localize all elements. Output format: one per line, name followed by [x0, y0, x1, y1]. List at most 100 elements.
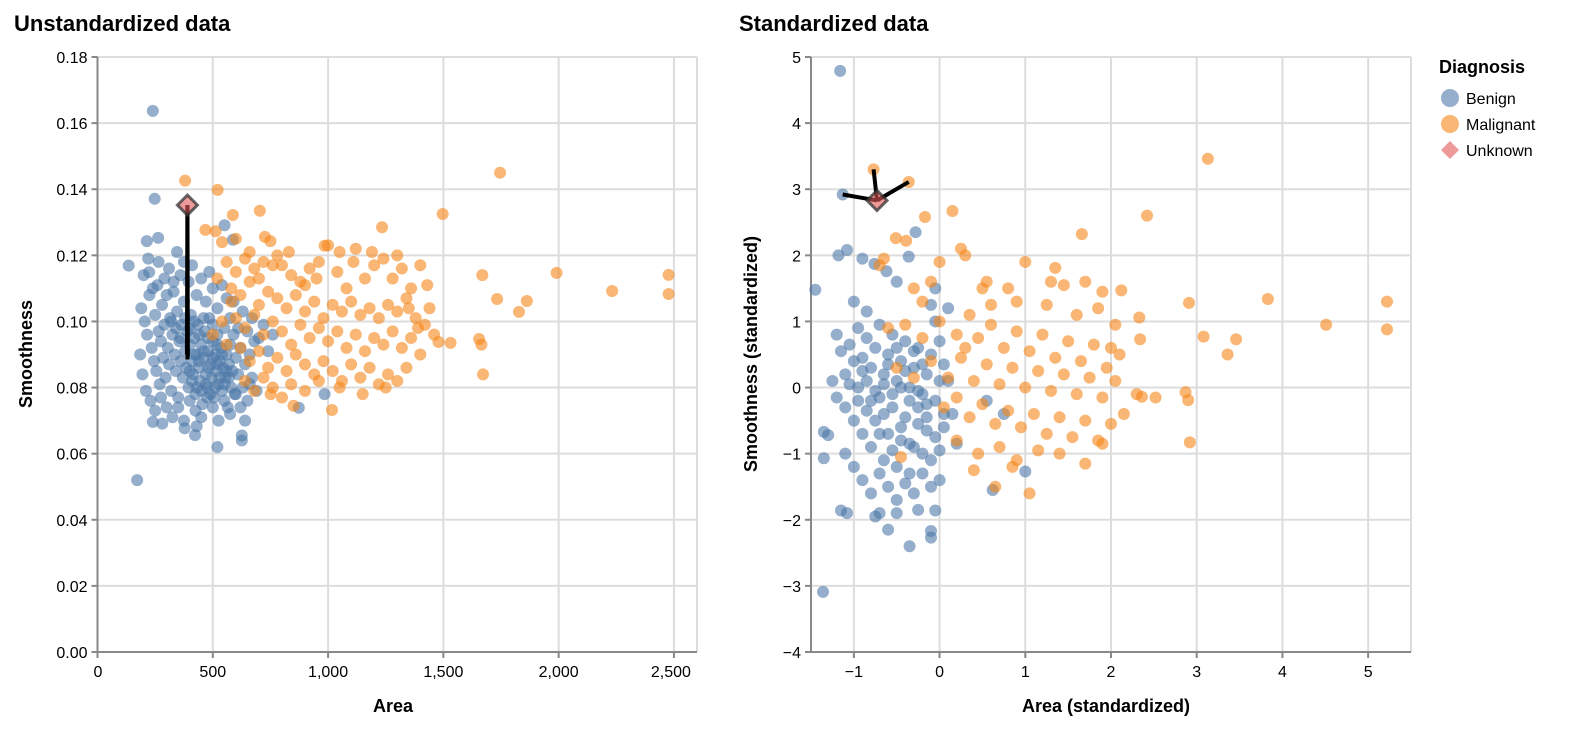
data-point-malignant [414, 259, 427, 272]
data-point-malignant [412, 322, 425, 335]
data-point-benign [147, 355, 160, 368]
legend-item-unknown[interactable]: Unknown [1441, 141, 1533, 160]
x-tick-label: 2,000 [539, 664, 579, 681]
data-point-benign [877, 454, 890, 467]
data-point-malignant [1040, 298, 1053, 311]
data-point-malignant [299, 305, 312, 318]
data-point-malignant [317, 355, 330, 368]
data-point-benign [903, 437, 916, 450]
data-point-malignant [363, 302, 376, 315]
data-point-benign [174, 331, 187, 344]
data-point-benign [830, 328, 843, 341]
data-point-benign [134, 348, 147, 361]
data-point-malignant [1261, 292, 1274, 305]
data-point-malignant [919, 210, 931, 223]
data-point-benign [852, 394, 865, 407]
data-point-benign [890, 275, 903, 288]
data-point-malignant [1079, 275, 1092, 288]
legend-item-benign[interactable]: Benign [1441, 89, 1516, 108]
data-point-malignant [877, 252, 890, 265]
data-point-malignant [285, 378, 298, 391]
data-point-benign [1019, 465, 1032, 478]
x-tick-label: 500 [199, 664, 226, 681]
data-point-benign [169, 322, 182, 335]
data-point-malignant [248, 262, 261, 275]
data-point-malignant [347, 255, 360, 268]
data-point-benign [890, 460, 903, 473]
data-point-malignant [950, 391, 963, 404]
data-point-malignant [199, 223, 212, 236]
data-point-benign [149, 308, 162, 321]
data-point-malignant [972, 331, 985, 344]
data-point-benign [229, 388, 242, 401]
data-point-malignant [382, 368, 395, 381]
data-point-benign [890, 493, 903, 506]
data-point-malignant [377, 338, 390, 351]
legend-item-malignant[interactable]: Malignant [1441, 115, 1536, 134]
data-point-benign [899, 477, 912, 490]
data-point-benign [946, 408, 959, 420]
data-point-malignant [333, 246, 346, 259]
data-point-benign [146, 282, 159, 295]
data-point-malignant [358, 272, 371, 285]
data-point-malignant [257, 371, 270, 384]
data-point-malignant [1105, 341, 1117, 354]
y-axis-title: Smoothness [16, 300, 36, 408]
data-point-malignant [345, 358, 358, 371]
data-point-benign [817, 585, 829, 598]
data-point-malignant [271, 351, 284, 364]
y-tick-label: 0.00 [56, 645, 87, 662]
data-point-benign [865, 487, 877, 500]
data-point-malignant [400, 292, 413, 305]
data-point-benign [222, 371, 235, 384]
data-point-malignant [967, 374, 980, 387]
data-point-malignant [266, 259, 279, 272]
data-point-malignant [1092, 302, 1105, 315]
data-point-malignant [1221, 348, 1234, 361]
data-point-malignant [925, 275, 937, 288]
data-point-benign [189, 429, 202, 442]
data-point-malignant [520, 294, 533, 307]
y-tick-label: 0.08 [56, 381, 87, 398]
data-point-benign [160, 401, 173, 414]
data-point-benign [257, 318, 270, 331]
data-point-malignant [955, 351, 967, 364]
data-point-benign [137, 269, 150, 282]
data-point-benign [145, 341, 158, 354]
data-point-benign [841, 507, 853, 520]
data-point-malignant [331, 325, 344, 338]
data-point-malignant [349, 242, 362, 255]
data-point-benign [211, 358, 224, 371]
data-point-malignant [1006, 460, 1019, 473]
data-point-benign [920, 411, 933, 424]
data-point-benign [882, 480, 895, 493]
data-point-benign [197, 312, 210, 325]
unknown-point-diamond [175, 192, 200, 218]
data-point-benign [925, 531, 937, 544]
data-point-malignant [942, 371, 955, 384]
data-point-malignant [312, 322, 325, 335]
data-point-malignant [1040, 427, 1053, 440]
data-point-malignant [252, 345, 265, 358]
data-point-malignant [310, 272, 323, 285]
legend-label: Malignant [1466, 117, 1536, 134]
data-point-benign [171, 246, 184, 259]
data-point-benign [852, 322, 865, 335]
data-point-malignant [299, 358, 312, 371]
data-point-malignant [229, 312, 242, 325]
data-point-malignant [900, 234, 913, 247]
data-point-benign [847, 460, 860, 473]
data-point-benign [847, 295, 860, 308]
data-point-malignant [916, 295, 929, 308]
x-tick-label: 0 [94, 664, 103, 681]
data-point-benign [847, 355, 860, 368]
y-tick-label: −4 [783, 645, 801, 662]
y-tick-label: 2 [792, 248, 801, 265]
y-tick-label: 0.06 [56, 447, 87, 464]
data-point-benign [920, 424, 933, 437]
data-point-benign [190, 289, 203, 301]
data-point-benign [152, 231, 165, 244]
data-point-malignant [275, 325, 288, 338]
data-point-malignant [1070, 308, 1083, 321]
data-point-malignant [959, 341, 972, 354]
